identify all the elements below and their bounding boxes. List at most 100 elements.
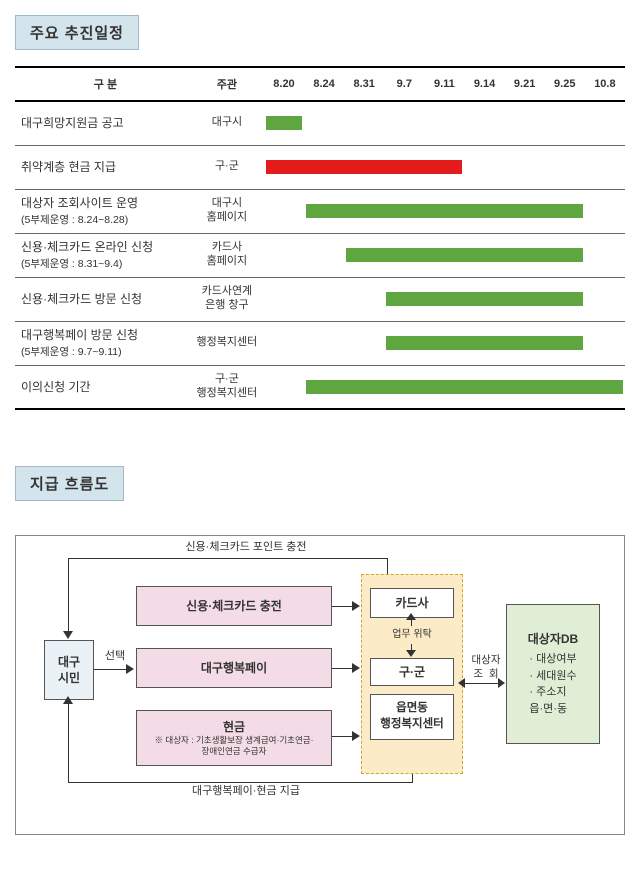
gantt-cell — [344, 189, 384, 233]
gantt-cell — [545, 321, 585, 365]
flow-diagram: 신용·체크카드 포인트 충전 대구시민 선택 신용·체크카드 충전 대구행복페이… — [15, 535, 625, 835]
gantt-bar — [303, 160, 345, 174]
gantt-bar — [306, 204, 345, 218]
gantt-cell — [505, 189, 545, 233]
gantt-cell — [344, 233, 384, 277]
gantt-cell — [545, 189, 585, 233]
gantt-cell — [264, 365, 304, 409]
gantt-cell — [585, 145, 625, 189]
row-organizer: 구·군행정복지센터 — [190, 365, 264, 409]
flow-db-items: · 대상여부· 세대원수· 주소지 읍·면·동 — [529, 651, 576, 717]
gantt-bar — [343, 380, 385, 394]
gantt-cell — [545, 145, 585, 189]
gantt-bar — [544, 336, 583, 350]
row-organizer: 행정복지센터 — [190, 321, 264, 365]
gantt-bar — [423, 248, 465, 262]
schedule-table: 구 분 주관 8.20 8.24 8.31 9.7 9.11 9.14 9.21… — [15, 66, 625, 410]
gantt-cell — [264, 321, 304, 365]
gantt-cell — [264, 277, 304, 321]
gantt-cell — [464, 189, 504, 233]
gantt-cell — [585, 321, 625, 365]
gantt-bar — [306, 380, 345, 394]
gantt-cell — [384, 365, 424, 409]
gantt-cell — [264, 189, 304, 233]
row-category: 대상자 조회사이트 운영(5부제운영 : 8.24~8.28) — [15, 189, 190, 233]
gantt-bar — [463, 336, 505, 350]
gantt-cell — [384, 189, 424, 233]
gantt-bar — [266, 116, 302, 130]
gantt-cell — [384, 321, 424, 365]
flow-opt-cash: 현금 ※ 대상자 : 기초생활보장 생계급여·기초연금·장애인연금 수급자 — [136, 710, 332, 766]
gantt-bar — [544, 204, 583, 218]
gantt-bar — [386, 292, 425, 306]
gantt-bar — [383, 248, 425, 262]
row-category: 대구행복페이 방문 신청(5부제운영 : 9.7~9.11) — [15, 321, 190, 365]
gantt-cell — [464, 365, 504, 409]
gantt-bar — [423, 336, 465, 350]
gantt-cell — [344, 277, 384, 321]
gantt-cell — [464, 233, 504, 277]
gantt-cell — [344, 321, 384, 365]
gantt-cell — [344, 365, 384, 409]
gantt-cell — [424, 321, 464, 365]
gantt-cell — [464, 321, 504, 365]
gantt-cell — [424, 145, 464, 189]
flow-opt-cash-title: 현금 — [223, 719, 245, 735]
gantt-bar — [383, 160, 425, 174]
table-row: 이의신청 기간구·군행정복지센터 — [15, 365, 625, 409]
flow-db: 대상자DB · 대상여부· 세대원수· 주소지 읍·면·동 — [506, 604, 600, 744]
gantt-cell — [424, 189, 464, 233]
th-date: 8.31 — [344, 67, 384, 101]
gantt-bar — [504, 248, 546, 262]
row-organizer: 대구시 — [190, 101, 264, 145]
gantt-cell — [424, 365, 464, 409]
gantt-cell — [384, 277, 424, 321]
gantt-cell — [304, 101, 344, 145]
row-category: 대구희망지원금 공고 — [15, 101, 190, 145]
gantt-bar — [463, 204, 505, 218]
gantt-bar — [383, 380, 425, 394]
gantt-cell — [505, 145, 545, 189]
gantt-cell — [505, 233, 545, 277]
gantt-bar — [386, 336, 425, 350]
gantt-cell — [344, 101, 384, 145]
gantt-cell — [304, 321, 344, 365]
gantt-bar — [504, 292, 546, 306]
gantt-bar — [423, 160, 462, 174]
table-row: 신용·체크카드 방문 신청카드사연계은행 창구 — [15, 277, 625, 321]
th-date: 9.21 — [505, 67, 545, 101]
table-row: 대상자 조회사이트 운영(5부제운영 : 8.24~8.28)대구시홈페이지 — [15, 189, 625, 233]
gantt-cell — [304, 365, 344, 409]
gantt-cell — [264, 101, 304, 145]
gantt-cell — [545, 277, 585, 321]
table-row: 대구희망지원금 공고대구시 — [15, 101, 625, 145]
gantt-bar — [544, 380, 586, 394]
row-category: 신용·체크카드 온라인 신청(5부제운영 : 8.31~9.4) — [15, 233, 190, 277]
gantt-cell — [464, 101, 504, 145]
th-date: 8.20 — [264, 67, 304, 101]
gantt-bar — [504, 204, 546, 218]
flow-db-title: 대상자DB — [528, 631, 578, 647]
gantt-bar — [504, 336, 546, 350]
gantt-cell — [424, 101, 464, 145]
gantt-cell — [585, 189, 625, 233]
th-category: 구 분 — [15, 67, 190, 101]
gantt-bar — [346, 248, 385, 262]
flow-header: 지급 흐름도 — [15, 466, 124, 501]
gantt-cell — [505, 277, 545, 321]
gantt-cell — [304, 233, 344, 277]
gantt-bar — [544, 248, 583, 262]
gantt-bar — [423, 292, 465, 306]
gantt-cell — [264, 145, 304, 189]
gantt-cell — [264, 233, 304, 277]
flow-select-label: 선택 — [98, 649, 132, 663]
flow-citizen: 대구시민 — [44, 640, 94, 700]
gantt-bar — [463, 380, 505, 394]
row-organizer: 대구시홈페이지 — [190, 189, 264, 233]
schedule-header: 주요 추진일정 — [15, 15, 139, 50]
gantt-cell — [505, 365, 545, 409]
gantt-cell — [424, 277, 464, 321]
gantt-bar — [544, 292, 583, 306]
th-date: 9.7 — [384, 67, 424, 101]
gantt-bar — [463, 292, 505, 306]
